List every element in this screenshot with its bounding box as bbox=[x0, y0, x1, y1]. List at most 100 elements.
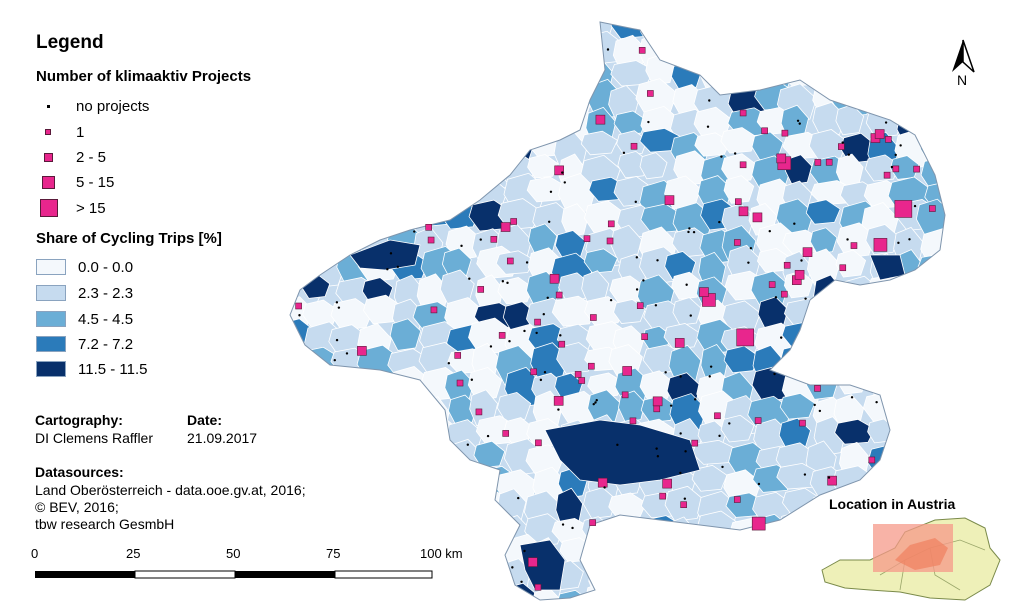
municipality bbox=[921, 419, 945, 447]
project-marker bbox=[733, 496, 741, 503]
no-project-dot bbox=[635, 288, 639, 291]
marker-large-icon bbox=[42, 175, 55, 189]
municipality bbox=[360, 150, 394, 182]
datasource-line: tbw research GesmbH bbox=[35, 516, 175, 532]
municipality bbox=[290, 414, 315, 444]
municipality bbox=[558, 272, 591, 302]
municipality bbox=[580, 130, 618, 156]
no-project-dot bbox=[890, 165, 894, 169]
municipality bbox=[530, 56, 567, 97]
municipality bbox=[783, 536, 812, 572]
no-project-dot bbox=[718, 434, 721, 438]
no-project-dot bbox=[337, 306, 341, 309]
municipality bbox=[804, 319, 846, 362]
municipality bbox=[328, 487, 363, 521]
municipality bbox=[720, 414, 755, 443]
municipality bbox=[544, 419, 701, 486]
municipality bbox=[470, 22, 504, 50]
municipality bbox=[307, 364, 339, 406]
municipality bbox=[776, 563, 808, 588]
municipality bbox=[290, 198, 322, 236]
municipality bbox=[616, 532, 647, 576]
municipality bbox=[751, 539, 794, 572]
municipality bbox=[418, 79, 458, 122]
municipality bbox=[860, 22, 892, 48]
no-project-dot bbox=[780, 336, 783, 339]
project-marker bbox=[664, 195, 675, 205]
municipality bbox=[362, 537, 401, 568]
no-project-dot bbox=[773, 372, 776, 376]
no-project-dot bbox=[683, 497, 687, 500]
no-project-dot bbox=[728, 422, 731, 425]
municipality bbox=[922, 466, 945, 498]
municipality bbox=[360, 438, 403, 465]
municipality bbox=[583, 487, 617, 519]
municipality bbox=[387, 149, 423, 182]
municipality bbox=[358, 583, 397, 600]
project-marker bbox=[295, 302, 302, 310]
municipality bbox=[806, 35, 838, 68]
projects-legend-title: Number of klimaaktiv Projects bbox=[36, 68, 252, 85]
austria-inset-map bbox=[821, 517, 1001, 601]
municipality bbox=[639, 152, 668, 180]
municipality bbox=[667, 560, 696, 587]
project-marker bbox=[883, 171, 891, 179]
municipality bbox=[501, 107, 546, 143]
municipality bbox=[336, 588, 376, 600]
no-project-dot bbox=[486, 434, 490, 438]
municipality bbox=[304, 22, 347, 46]
project-marker bbox=[583, 235, 591, 242]
municipality bbox=[357, 102, 386, 136]
municipality bbox=[694, 561, 740, 592]
municipality bbox=[953, 397, 982, 433]
municipality bbox=[551, 295, 598, 327]
project-marker bbox=[699, 287, 709, 297]
no-project-dot bbox=[721, 465, 724, 469]
no-project-dot bbox=[525, 261, 529, 264]
scale-tick-label: 25 bbox=[126, 546, 141, 561]
municipality bbox=[667, 22, 714, 43]
project-marker bbox=[574, 371, 582, 378]
municipality bbox=[747, 587, 790, 600]
municipality bbox=[448, 509, 477, 544]
municipality bbox=[333, 22, 377, 41]
no-project-dot bbox=[333, 358, 336, 362]
municipality bbox=[331, 388, 371, 431]
municipality bbox=[335, 134, 365, 162]
municipality bbox=[691, 464, 728, 492]
municipality bbox=[636, 582, 668, 600]
municipality bbox=[642, 537, 685, 566]
municipality bbox=[917, 253, 945, 280]
municipality bbox=[301, 103, 332, 135]
no-project-dot bbox=[535, 331, 538, 335]
project-marker bbox=[588, 362, 595, 370]
municipality bbox=[361, 509, 406, 543]
municipality bbox=[919, 442, 945, 475]
project-marker bbox=[659, 492, 666, 500]
municipality bbox=[418, 22, 457, 51]
municipality bbox=[832, 511, 866, 540]
project-marker bbox=[535, 439, 542, 447]
municipality bbox=[721, 153, 758, 183]
no-project-dot bbox=[539, 378, 543, 382]
municipality bbox=[290, 393, 320, 425]
municipality bbox=[779, 392, 816, 420]
project-marker bbox=[430, 306, 438, 314]
project-marker bbox=[578, 377, 586, 384]
project-marker bbox=[500, 222, 511, 232]
municipality bbox=[947, 419, 981, 458]
municipality bbox=[388, 177, 428, 214]
no-project-dot bbox=[656, 259, 659, 262]
project-marker bbox=[607, 220, 615, 228]
municipality bbox=[835, 35, 878, 67]
municipality bbox=[290, 251, 318, 277]
class-swatch bbox=[36, 361, 66, 377]
municipality bbox=[384, 106, 420, 140]
municipality bbox=[476, 517, 506, 549]
municipality bbox=[389, 582, 425, 600]
project-marker bbox=[752, 212, 763, 223]
project-marker bbox=[735, 198, 742, 205]
municipality bbox=[917, 367, 945, 394]
municipality bbox=[391, 421, 423, 455]
inset-title: Location in Austria bbox=[829, 496, 956, 512]
